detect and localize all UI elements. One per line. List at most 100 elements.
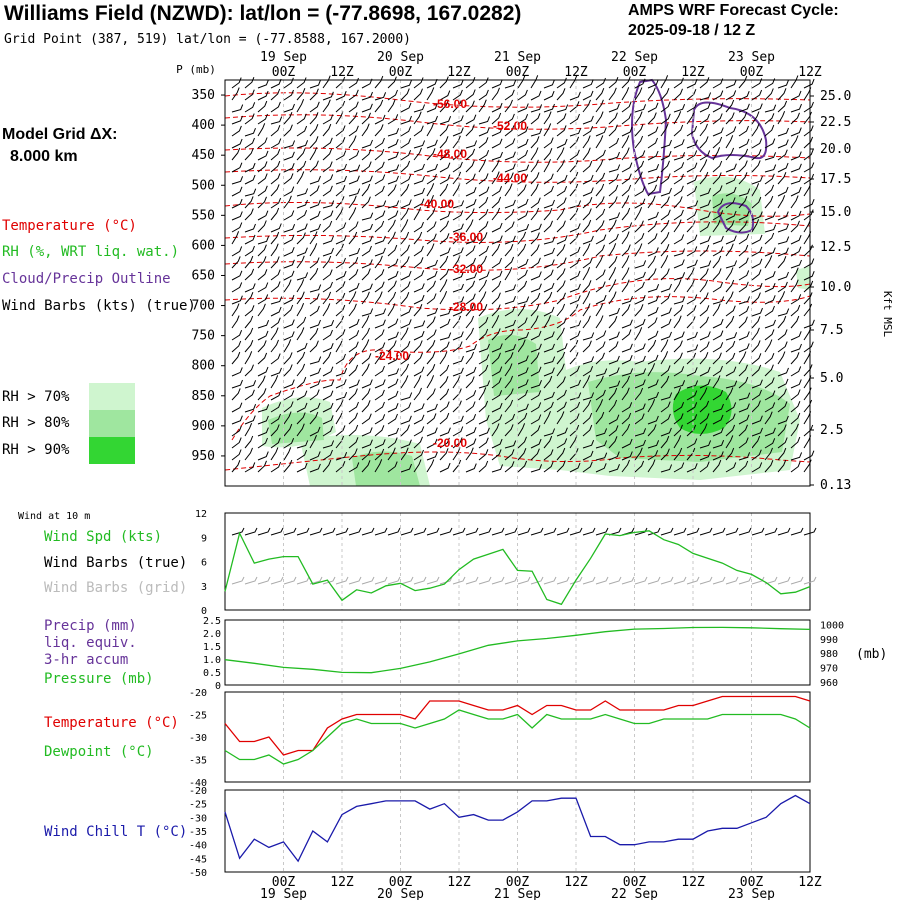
wind-barb [478, 364, 489, 377]
wind-barb [543, 461, 554, 473]
wind-barb-grid [309, 576, 323, 585]
wind-barb [582, 440, 595, 449]
wind-barb [322, 291, 332, 305]
wind-barb [400, 231, 410, 245]
wind-barb [257, 113, 268, 125]
wind-barb [595, 330, 607, 341]
wind-barb [257, 320, 270, 329]
dewpoint-legend: Dewpoint (°C) [44, 744, 154, 760]
wind-barb [777, 341, 788, 353]
wind-barb [712, 102, 724, 113]
wind-barb [374, 124, 384, 137]
wind-barb [530, 183, 539, 197]
wind-barb [465, 280, 476, 293]
wind-barb [387, 99, 396, 113]
wind-barb [517, 138, 529, 149]
wind-barb [582, 424, 593, 437]
wind-barb [595, 281, 606, 293]
wind-barb [764, 460, 774, 473]
wind-barb [400, 160, 411, 173]
wind-barb [452, 200, 465, 209]
wind-barb-true [595, 527, 609, 536]
wind-barb [322, 99, 331, 113]
wind-barb [257, 303, 266, 317]
wind-barb [374, 448, 385, 461]
temperature-contour [224, 221, 811, 243]
wind-barb [725, 79, 737, 89]
wind-barb [738, 460, 749, 473]
wind-barb [296, 342, 308, 353]
wind-barb [751, 123, 760, 137]
wind-barb [283, 352, 293, 365]
wind-barb [660, 196, 670, 209]
wind-barb [569, 223, 581, 233]
wind-barb [452, 296, 465, 305]
wind-barb-grid [686, 576, 700, 585]
wind-barb [569, 435, 578, 449]
temperature-contour-label: -52.00 [493, 119, 527, 133]
wind-barb [595, 440, 608, 449]
wind-barb [634, 403, 646, 413]
wind-barb [257, 437, 268, 449]
wind-barb [387, 231, 396, 245]
wind-barb [465, 293, 476, 305]
wind-barb [738, 437, 749, 449]
wind-barb [582, 257, 593, 269]
wind-barb [322, 269, 333, 281]
wind-barb [348, 364, 359, 377]
wind-barb-grid [270, 576, 284, 585]
wind-barb [361, 123, 370, 137]
wind-barb [699, 102, 711, 113]
wind-barb [699, 379, 711, 389]
wind-barb [543, 137, 554, 149]
wind-barb-grid [738, 576, 752, 585]
wind-barb [478, 150, 490, 161]
wind-barb [335, 175, 347, 185]
wind-barb [699, 387, 708, 401]
wind-barb [439, 162, 451, 173]
wind-barb [595, 208, 606, 221]
wind-barb [231, 256, 241, 269]
wind-barb [270, 437, 281, 449]
p-axis-label: 650 [192, 268, 215, 283]
wind-barb-true [400, 527, 414, 536]
kft-axis-label: 10.0 [820, 280, 851, 295]
wind-barb [621, 279, 630, 293]
wind-barb [790, 75, 799, 89]
wind-barb [725, 135, 734, 149]
wind-barb [530, 207, 540, 221]
wind-barb [764, 173, 775, 185]
wind-barb [231, 246, 243, 257]
wind-barb [413, 426, 425, 437]
wind-barb [335, 76, 346, 89]
wind-barb [270, 160, 281, 173]
wind-barb [335, 100, 346, 113]
wind-barb [257, 388, 267, 401]
wind-barb [244, 447, 253, 461]
wind-barb [452, 79, 464, 89]
wind-barb [673, 340, 683, 353]
wind-barb [374, 235, 386, 245]
wind-barb [361, 112, 371, 125]
wind-barb [699, 305, 710, 317]
wind-barb [335, 150, 347, 161]
wind-barb [712, 255, 722, 269]
wind-barb [244, 389, 255, 401]
wind-barb [348, 101, 359, 113]
wind-barb [764, 184, 775, 197]
wind-barb [270, 296, 283, 305]
date-label-bottom: 19 Sep [260, 887, 307, 900]
wind-barb [491, 414, 503, 425]
wind-barb [361, 91, 373, 101]
wind-barb [647, 112, 657, 125]
wind-barb [400, 306, 412, 317]
wind-barb [556, 138, 568, 149]
wind-barb [673, 173, 684, 185]
wind-barb [712, 246, 724, 257]
wind-barb [738, 75, 748, 89]
wind-barb-true [478, 527, 492, 536]
wind-barb [647, 307, 659, 317]
wind-barb [543, 367, 555, 377]
wind-barb [322, 415, 334, 425]
wind-barb [244, 268, 255, 281]
